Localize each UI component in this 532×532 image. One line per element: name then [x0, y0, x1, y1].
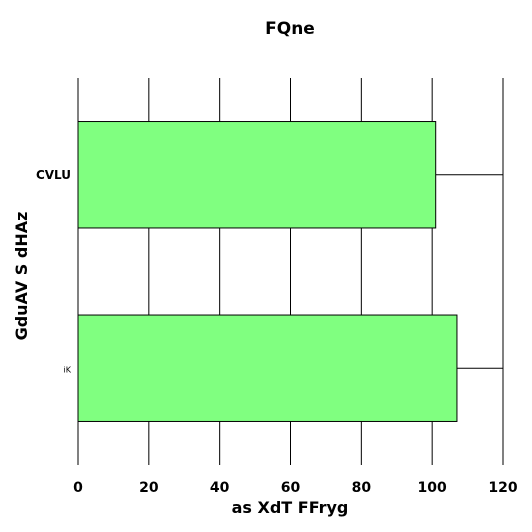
x-tick-label: 80 — [352, 480, 372, 496]
y-axis-label: GduAV S dHAz — [12, 212, 31, 341]
category-labels: CVLU iK — [36, 168, 72, 375]
x-tick-label: 60 — [281, 480, 301, 496]
x-tick-label: 40 — [210, 480, 230, 496]
category-label: iK — [64, 365, 72, 374]
bars — [77, 121, 503, 422]
chart-title: FQne — [265, 19, 315, 39]
x-tick-label: 120 — [488, 480, 517, 496]
bar — [77, 314, 458, 422]
x-axis-label: as XdT FFryg — [232, 498, 349, 517]
category-label: CVLU — [36, 168, 71, 182]
bar — [77, 121, 437, 229]
x-tick-label: 100 — [418, 480, 447, 496]
x-tick-label: 20 — [139, 480, 159, 496]
x-tick-labels: 0 20 40 60 80 100 120 — [73, 480, 518, 496]
x-tick-label: 0 — [73, 480, 83, 496]
